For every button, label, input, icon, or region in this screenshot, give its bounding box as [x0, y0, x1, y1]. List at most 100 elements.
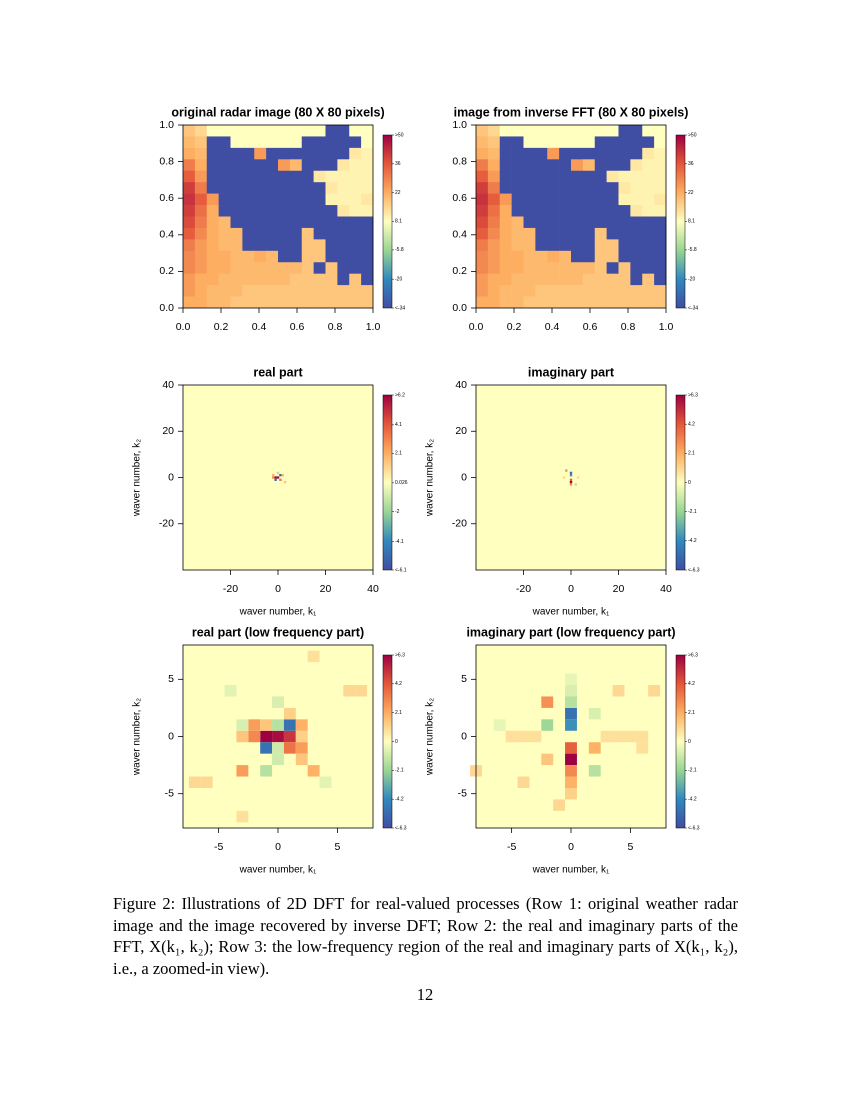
heat-cell [242, 205, 255, 217]
x-tick-label: 0.8 [621, 321, 636, 333]
panel-title: imaginary part [528, 365, 615, 379]
heat-cell [571, 273, 584, 286]
heat-cell [283, 719, 296, 731]
colorbar-label: -2.1 [688, 509, 697, 515]
x-tick-label: 0.4 [252, 321, 267, 333]
heat-cell [499, 170, 512, 183]
x-tick-label: 20 [613, 583, 625, 595]
heat-cell [511, 159, 524, 172]
heat-cell [183, 159, 196, 172]
colorbar [382, 394, 393, 571]
heat-cell [218, 296, 231, 309]
heat-cell [230, 239, 243, 252]
heat-cell [487, 125, 501, 137]
heat-cell [535, 205, 548, 217]
heat-cell [618, 170, 631, 183]
heat-cell [230, 262, 243, 274]
heat-cell [636, 742, 649, 754]
heat-cell [325, 239, 338, 252]
caption: Figure 2: Illustrations of 2D DFT for re… [113, 894, 738, 978]
heat-cell [487, 159, 501, 172]
y-tick-label: 5 [168, 673, 174, 685]
heat-cell [266, 205, 279, 217]
heat-cell [242, 182, 255, 194]
heat-cell [642, 296, 655, 309]
heat-cell [618, 216, 631, 229]
heat-cell [476, 262, 489, 274]
heat-cell [535, 239, 548, 252]
heat-cell [254, 182, 267, 194]
heat-cell [206, 239, 219, 252]
colorbar-label: 2.1 [688, 710, 695, 716]
heat-cell [642, 159, 655, 172]
y-tick-label: -20 [452, 518, 467, 530]
x-tick-label: 40 [367, 583, 379, 595]
heat-cell [266, 159, 279, 172]
colorbar [675, 134, 686, 309]
y-axis-label: waver number, k₂ [425, 439, 436, 517]
heat-cell [325, 285, 338, 297]
heat-cell [618, 296, 631, 309]
x-tick-label: -5 [507, 841, 516, 853]
heat-cell [559, 216, 572, 229]
colorbar-label: 0 [688, 739, 691, 745]
heat-cell [476, 182, 489, 194]
heat-cell [487, 250, 501, 263]
heat-cell [594, 205, 607, 217]
heat-cell [337, 147, 350, 160]
colorbar-label: >6.3 [688, 652, 698, 658]
heat-cell [242, 239, 255, 252]
heat-cell [337, 227, 350, 240]
heat-cell [594, 273, 607, 286]
heat-cell [183, 205, 196, 217]
heat-cell [505, 730, 518, 743]
heat-cell [571, 193, 584, 206]
heat-cell [606, 193, 619, 206]
heat-cell [295, 730, 308, 743]
heat-cell [594, 262, 607, 274]
heat-cell [361, 159, 374, 172]
heat-cell [571, 125, 584, 137]
heat-cell [487, 273, 501, 286]
heat-cell [606, 273, 619, 286]
heat-cell [606, 250, 619, 263]
heat-cell [594, 285, 607, 297]
heat-cell [218, 170, 231, 183]
heat-cell [218, 205, 231, 217]
heat-cell [571, 262, 584, 274]
heat-cell [642, 170, 655, 183]
heat-cell [260, 719, 273, 731]
heat-cell [571, 205, 584, 217]
colorbar-label: 4.2 [688, 421, 695, 427]
heat-cell [571, 170, 584, 183]
heat-cell [654, 296, 667, 309]
colorbar-label: 4.2 [688, 681, 695, 687]
heat-cell [283, 730, 296, 743]
heat-cell [349, 125, 362, 137]
heat-cell [325, 262, 338, 274]
heat-cell [541, 753, 554, 766]
heat-cell [565, 673, 577, 686]
heat-cell [266, 239, 279, 252]
heat-cell [618, 273, 631, 286]
heat-cell [206, 296, 219, 309]
heat-cell [476, 205, 489, 217]
heat-cell [535, 250, 548, 263]
heat-cell [325, 193, 338, 206]
heat-cell [612, 730, 625, 743]
heat-cell [254, 262, 267, 274]
heat-cell [301, 170, 314, 183]
heat-cell [301, 182, 314, 194]
heat-cell [313, 296, 326, 309]
heat-cell [361, 285, 374, 297]
colorbar [382, 654, 393, 829]
heat-cell [289, 205, 303, 217]
heat-cell [630, 216, 643, 229]
heat-cell [183, 182, 196, 194]
heat-cell [606, 227, 619, 240]
heat-cell [571, 147, 584, 160]
heat-cell [283, 707, 296, 720]
heat-cell [476, 239, 489, 252]
heat-cell [313, 170, 326, 183]
